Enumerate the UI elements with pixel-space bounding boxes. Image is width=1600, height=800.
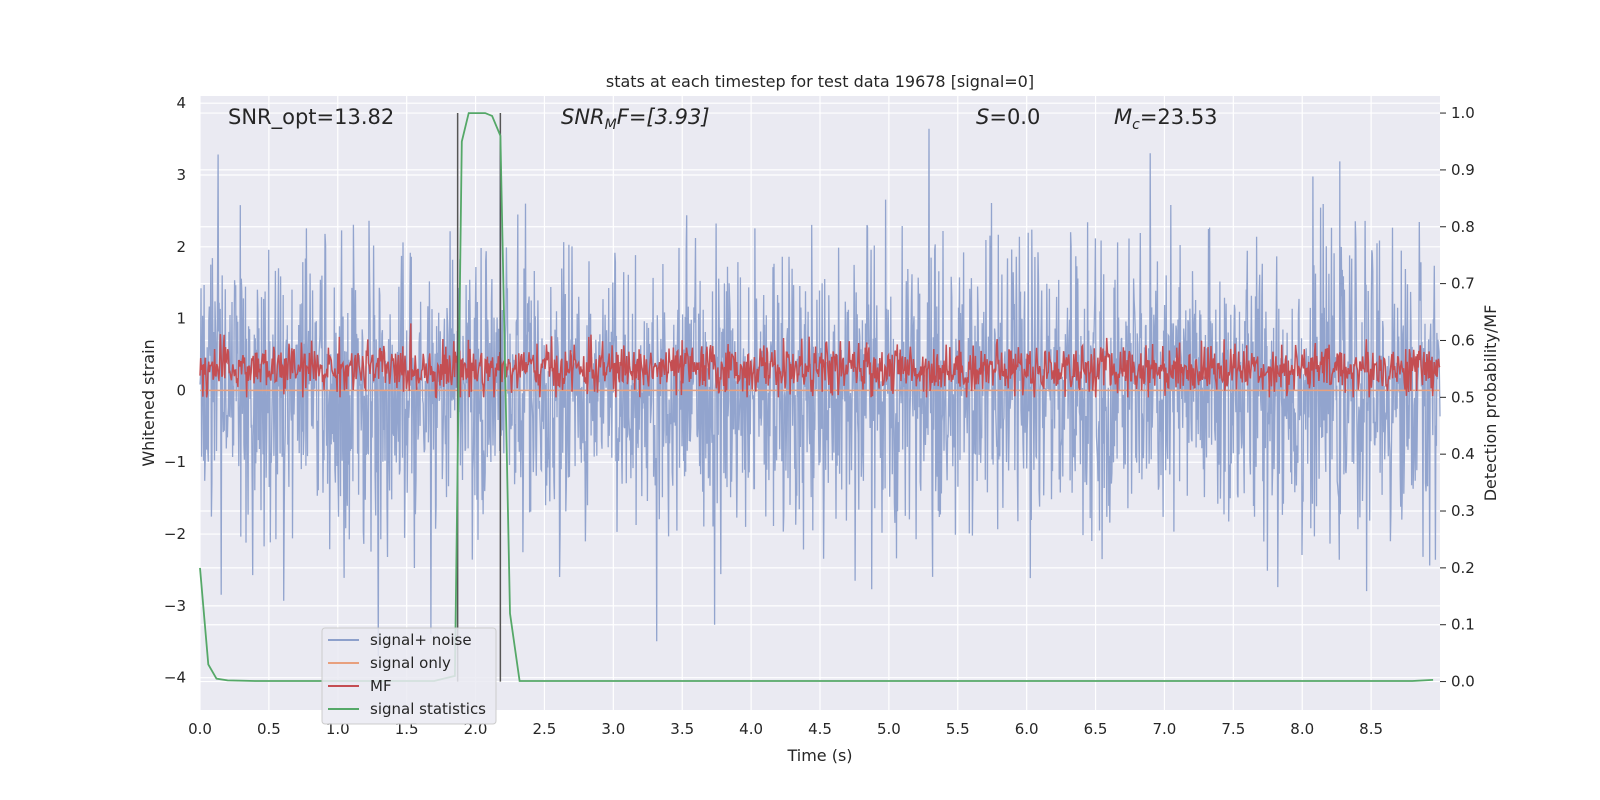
legend-label-signal-statistics: signal statistics	[370, 700, 486, 718]
x-tick-label: 6.5	[1084, 720, 1108, 738]
legend-label-signal-noise: signal+ noise	[370, 631, 472, 649]
y-right-tick-label: 0.1	[1451, 616, 1475, 634]
x-tick-label: 3.0	[601, 720, 625, 738]
y-right-tick-label: 1.0	[1451, 104, 1475, 122]
annotation-snr-mf: SNRMF=[3.93]	[561, 105, 710, 133]
x-tick-label: 4.0	[739, 720, 763, 738]
mf-line	[199, 323, 1441, 399]
y-left-tick-label: −4	[164, 669, 186, 687]
annotation-s-suffix: =0.0	[989, 105, 1040, 129]
y-right-tick-label: 0.8	[1451, 218, 1475, 236]
y-left-axis-ticks: 4 3 2 1 0 −1 −2 −3 −4	[164, 94, 186, 687]
signal-noise-line	[199, 128, 1441, 657]
y-left-tick-label: 2	[176, 238, 186, 256]
annotation-mc-prefix: M	[1114, 105, 1132, 129]
series-signal-statistics	[199, 112, 1434, 682]
x-axis-label: Time (s)	[786, 746, 852, 765]
legend: signal+ noise signal only MF signal stat…	[321, 627, 497, 725]
y-left-tick-label: 4	[176, 94, 186, 112]
x-tick-label: 5.0	[877, 720, 901, 738]
x-tick-label: 7.5	[1221, 720, 1245, 738]
y-left-tick-label: 3	[176, 166, 186, 184]
y-right-tick-label: 0.0	[1451, 673, 1475, 691]
annotation-snr-mf-sub: M	[605, 117, 617, 133]
signal-statistics-line	[199, 112, 1434, 682]
annotation-mc: Mc=23.53	[1114, 105, 1218, 133]
annotation-s: S=0.0	[976, 105, 1040, 129]
annotation-mc-suffix: =23.53	[1140, 105, 1218, 129]
y-right-tick-label: 0.5	[1451, 388, 1475, 406]
series-signal-noise	[199, 128, 1441, 657]
y-right-tick-label: 0.3	[1451, 502, 1475, 520]
y-left-tick-label: −3	[164, 597, 186, 615]
x-tick-label: 4.5	[808, 720, 832, 738]
x-tick-label: 2.5	[533, 720, 557, 738]
x-tick-label: 0.0	[188, 720, 212, 738]
x-tick-label: 7.0	[1153, 720, 1177, 738]
annotation-s-prefix: S	[976, 105, 989, 129]
series-mf	[199, 323, 1441, 399]
x-tick-label: 6.0	[1015, 720, 1039, 738]
legend-label-mf: MF	[370, 677, 392, 695]
x-tick-label: 0.5	[257, 720, 281, 738]
y-right-axis-label: Detection probability/MF	[1481, 305, 1500, 502]
annotation-snr-mf-suffix: F=[3.93]	[617, 105, 710, 129]
y-left-tick-label: −1	[164, 453, 186, 471]
x-tick-label: 3.5	[670, 720, 694, 738]
annotation-mc-sub: c	[1132, 117, 1140, 133]
y-right-tick-label: 0.7	[1451, 275, 1475, 293]
annotation-snr-mf-prefix: SNR	[561, 105, 605, 129]
y-left-tick-label: 0	[176, 381, 186, 399]
legend-box	[321, 627, 497, 725]
chart-title: stats at each timestep for test data 196…	[606, 72, 1034, 91]
x-tick-label: 8.5	[1359, 720, 1383, 738]
y-right-axis-ticks: 1.0 0.9 0.8 0.7 0.6 0.5 0.4 0.3 0.2 0.1 0.0	[1440, 104, 1475, 691]
y-left-tick-label: 1	[176, 310, 186, 328]
x-tick-label: 8.0	[1290, 720, 1314, 738]
annotation-snr-opt: SNR_opt=13.82	[228, 105, 394, 130]
y-right-tick-label: 0.2	[1451, 559, 1475, 577]
y-right-tick-label: 0.4	[1451, 445, 1475, 463]
x-tick-label: 5.5	[946, 720, 970, 738]
y-left-axis-label: Whitened strain	[139, 339, 158, 466]
y-right-tick-label: 0.6	[1451, 331, 1475, 349]
y-right-tick-label: 0.9	[1451, 161, 1475, 179]
x-axis-ticks: 0.0 0.5 1.0 1.5 2.0 2.5 3.0 3.5 4.0 4.5 5.0 5.5 6.0 6…	[188, 720, 1383, 738]
y-left-tick-label: −2	[164, 525, 186, 543]
legend-label-signal-only: signal only	[370, 654, 451, 672]
